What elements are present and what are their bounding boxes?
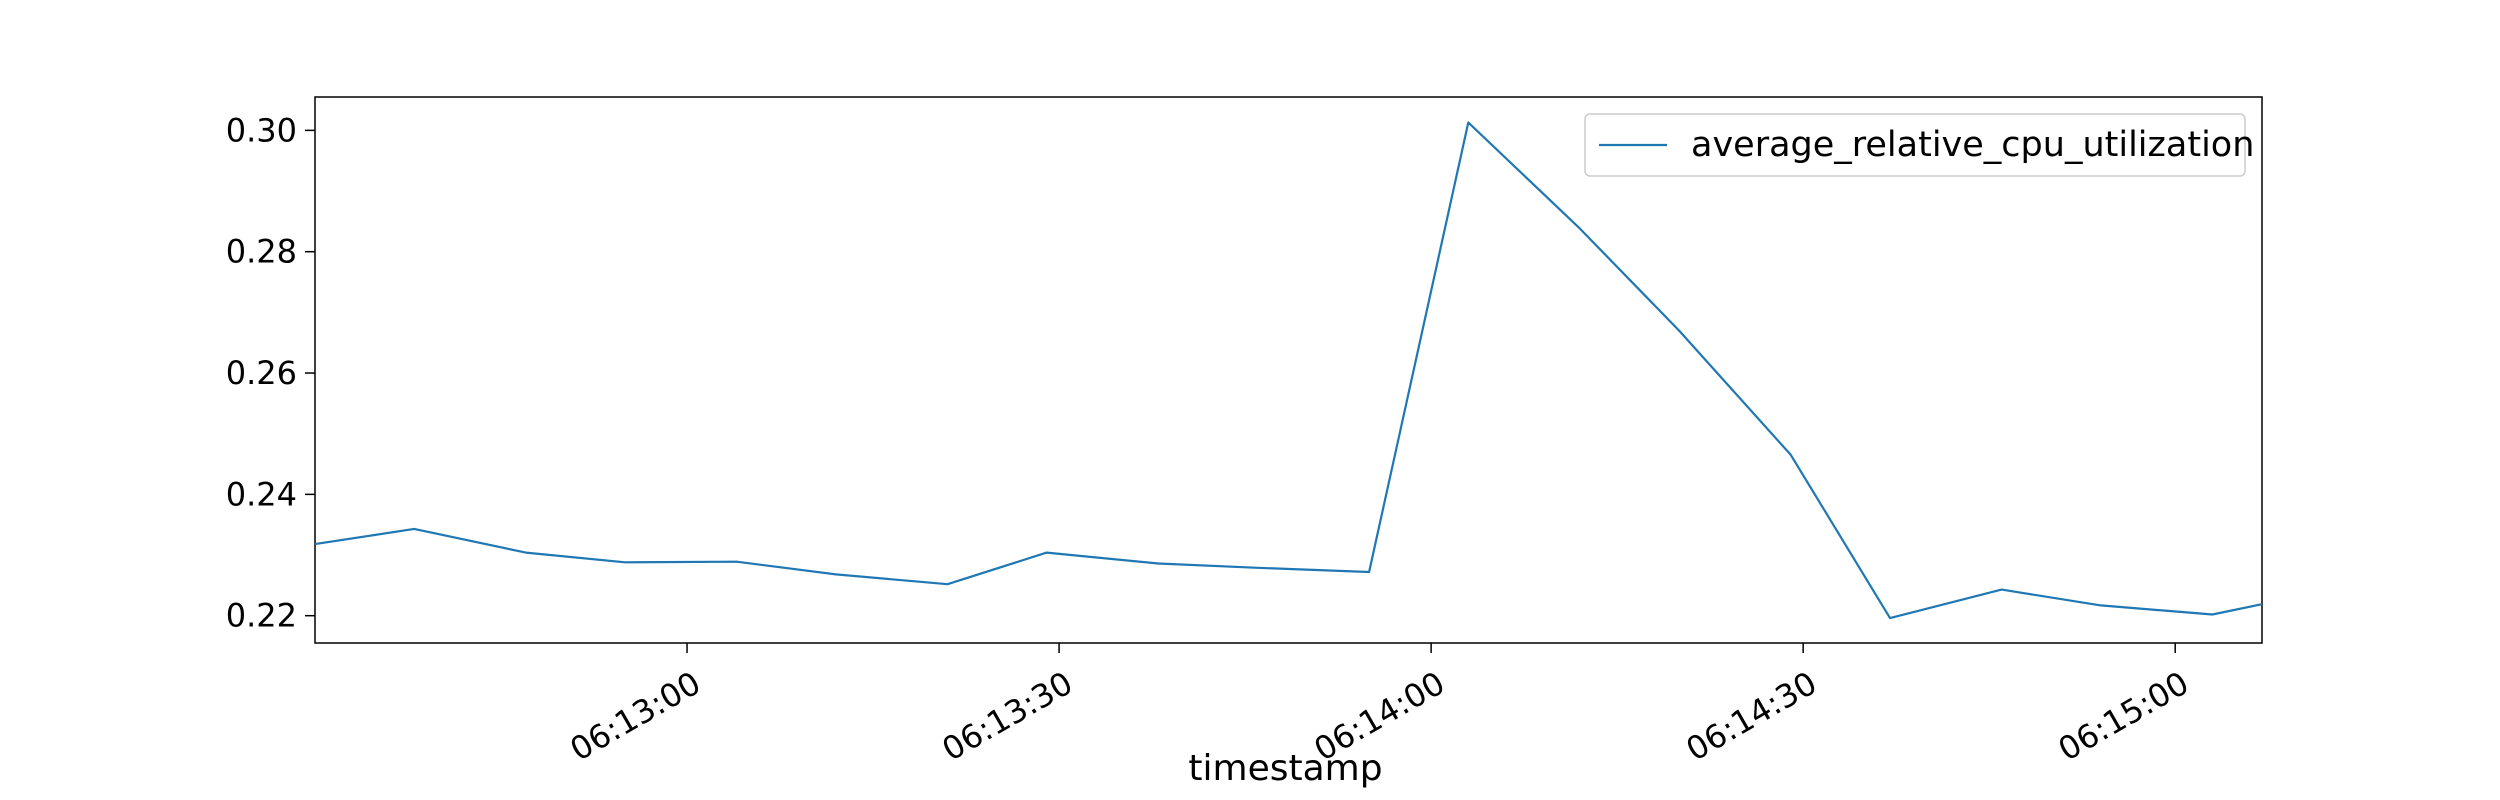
plot-frame [314,96,2263,644]
x-tick-label: 06:14:30 [1680,664,1823,769]
legend-label: average_relative_cpu_utilization [1691,125,2254,165]
y-tick-label: 0.24 [226,475,297,513]
legend-box [1584,113,2246,177]
plot-area [314,96,2263,644]
y-tick-label: 0.26 [226,354,297,392]
y-tick-label: 0.22 [226,597,297,635]
y-tick-label: 0.28 [226,233,297,271]
series-line-average-relative-cpu-utilization [314,121,2263,620]
y-axis: 0.22 0.24 0.26 0.28 0.30 [226,111,315,635]
x-axis-title: timestamp [1188,748,1382,789]
x-tick-label: 06:13:30 [936,664,1079,769]
x-tick-label: 06:15:00 [2052,664,2195,769]
legend: average_relative_cpu_utilization [1584,113,2254,177]
x-tick-label: 06:13:00 [564,664,707,769]
y-tick-label: 0.30 [226,111,297,149]
